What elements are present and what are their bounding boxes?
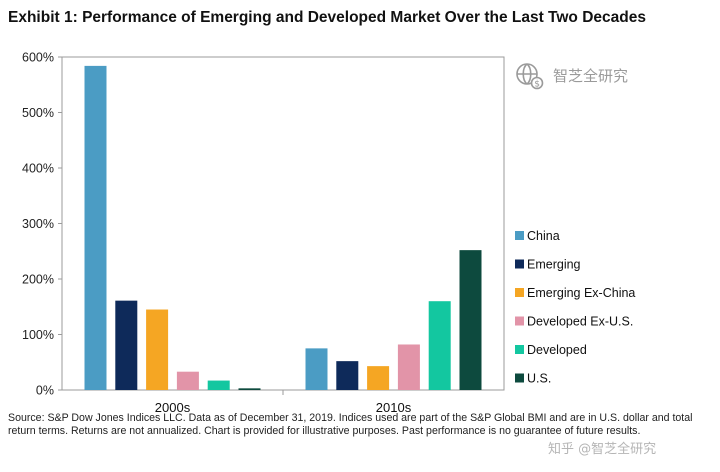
legend-label: Developed Ex-U.S. <box>527 315 633 329</box>
globe-dollar-icon: $ <box>516 63 544 90</box>
legend-swatch <box>515 316 524 326</box>
y-axis: 0% 100% 200% 300% 400% 500% 600% <box>22 51 62 398</box>
y-tick-label: 100% <box>22 328 54 342</box>
legend-swatch <box>515 345 524 354</box>
bar-developed-2000s <box>207 380 230 390</box>
legend-swatch <box>515 288 524 297</box>
chart-area: 0% 100% 200% 300% 400% 500% 600% 2000s 2010s Ch… <box>22 51 635 413</box>
x-axis: 2000s 2010s <box>155 390 412 412</box>
bar-emerging-2010s <box>336 361 359 390</box>
legend-label: Emerging <box>527 258 581 272</box>
footer-watermark: 知乎 @智芝全研究 <box>548 442 657 457</box>
bar-u-s-2000s <box>238 388 261 390</box>
y-tick-label: 400% <box>22 162 54 176</box>
legend: China Emerging Emerging Ex-China Developed … <box>515 229 635 386</box>
bar-developed-ex-u-s-2000s <box>176 371 199 390</box>
bar-emerging-ex-china-2010s <box>367 366 390 390</box>
bars-group <box>84 65 482 390</box>
x-category-label: 2000s <box>155 400 191 412</box>
watermark-logo: $ 智芝全研究 <box>516 63 628 90</box>
y-tick-label: 0% <box>36 384 54 398</box>
bar-developed-2010s <box>428 301 451 390</box>
bar-china-2000s <box>84 65 107 390</box>
legend-swatch <box>515 259 524 269</box>
bar-emerging-2000s <box>115 300 138 390</box>
svg-text:$: $ <box>534 80 540 90</box>
bar-china-2010s <box>305 348 328 390</box>
bar-emerging-ex-china-2000s <box>146 309 169 390</box>
source-note: Source: S&P Dow Jones Indices LLC. Data … <box>8 412 693 437</box>
legend-label: China <box>527 229 560 243</box>
y-tick-label: 200% <box>22 273 54 287</box>
x-category-label: 2010s <box>376 400 412 412</box>
y-tick-label: 500% <box>22 106 54 120</box>
watermark-text: 智芝全研究 <box>553 67 628 85</box>
legend-label: Developed <box>527 343 587 357</box>
legend-swatch <box>515 373 524 383</box>
legend-label: U.S. <box>527 372 551 386</box>
bar-developed-ex-u-s-2010s <box>397 344 420 390</box>
y-tick-label: 600% <box>22 51 54 65</box>
legend-swatch <box>515 231 524 240</box>
bar-u-s-2010s <box>459 250 482 390</box>
y-tick-label: 300% <box>22 217 54 231</box>
legend-label: Emerging Ex-China <box>527 286 635 300</box>
chart-title: Exhibit 1: Performance of Emerging and D… <box>8 9 646 26</box>
